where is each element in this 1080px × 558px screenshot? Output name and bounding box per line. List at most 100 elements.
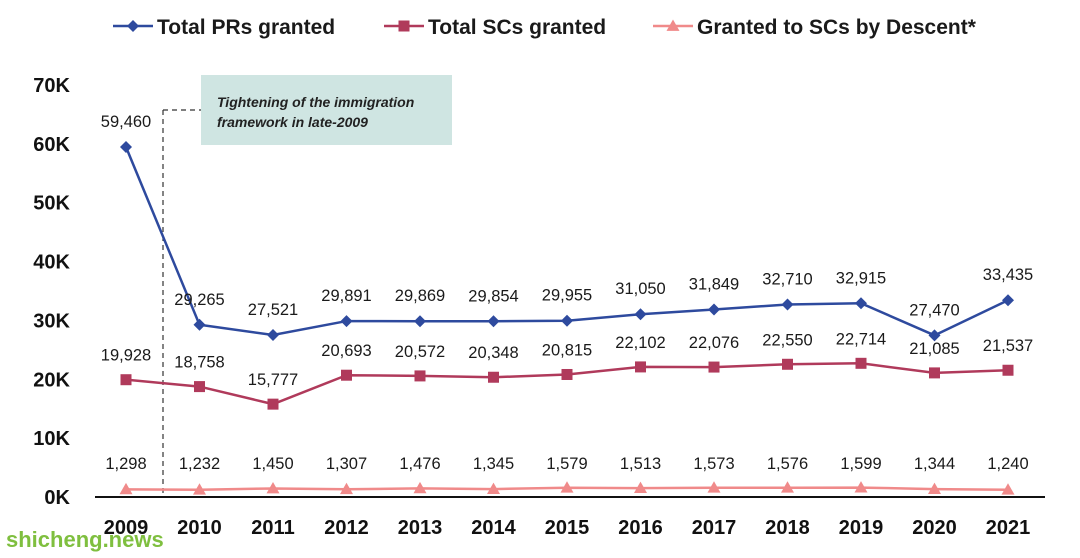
data-point	[855, 357, 867, 369]
data-label: 1,307	[326, 455, 367, 473]
data-label: 21,537	[983, 337, 1033, 355]
x-tick-label: 2021	[986, 517, 1031, 539]
data-label: 31,849	[689, 276, 739, 294]
annotation-box	[201, 75, 452, 145]
data-point	[781, 481, 794, 493]
data-label: 1,576	[767, 455, 808, 473]
legend-item-2: Total SCs granted	[384, 16, 606, 39]
data-point	[708, 361, 720, 373]
data-label: 22,076	[689, 334, 739, 352]
data-label: 32,710	[762, 270, 812, 288]
data-point	[119, 482, 133, 495]
data-point	[635, 361, 646, 373]
data-point	[1002, 294, 1014, 307]
data-point	[193, 318, 206, 331]
data-point	[781, 298, 794, 311]
data-point	[341, 369, 352, 381]
data-point	[487, 315, 500, 328]
data-label: 20,693	[321, 342, 371, 360]
y-tick-label: 20K	[33, 369, 70, 391]
data-label: 20,572	[395, 343, 445, 361]
data-point	[928, 482, 941, 494]
data-label: 20,815	[542, 341, 592, 359]
data-point	[120, 374, 132, 386]
x-tick-label: 2016	[618, 517, 663, 539]
data-label: 32,915	[836, 269, 886, 287]
x-tick-label: 2013	[398, 517, 443, 539]
annotation-line-1: Tightening of the immigration	[217, 94, 414, 110]
x-tick-label: 2019	[839, 517, 884, 539]
data-point	[398, 20, 410, 32]
data-point	[634, 481, 647, 493]
data-label: 22,102	[615, 334, 665, 352]
x-tick-label: 2014	[471, 517, 516, 539]
data-label: 1,579	[546, 455, 587, 473]
data-point	[488, 371, 499, 383]
data-label: 31,050	[615, 280, 665, 298]
data-point	[1001, 483, 1015, 495]
y-tick-label: 30K	[33, 310, 70, 332]
data-point	[782, 358, 793, 370]
data-point	[708, 303, 720, 316]
data-label: 27,521	[248, 301, 298, 319]
data-label: 29,891	[321, 287, 371, 305]
x-tick-label: 2017	[692, 517, 737, 539]
data-point	[266, 481, 280, 494]
series-3: 1,298 1,232 1,450 1,307 1,476 1,345 1,579 1,513…	[105, 455, 1029, 495]
data-label: 1,344	[914, 455, 955, 473]
data-label: 33,435	[983, 266, 1033, 284]
x-tick-label: 2012	[324, 517, 369, 539]
legend-item-1: Total PRs granted	[113, 16, 335, 39]
data-point	[414, 315, 426, 328]
data-label: 1,513	[620, 455, 661, 473]
data-label: 29,265	[174, 291, 224, 309]
annotation-line-2: framework in late-2009	[217, 114, 368, 130]
data-point	[928, 329, 941, 342]
data-label: 27,470	[909, 301, 959, 319]
y-tick-label: 50K	[33, 193, 70, 215]
data-point	[561, 314, 573, 327]
data-label: 1,599	[840, 455, 881, 473]
data-label: 1,240	[987, 455, 1028, 473]
data-label: 22,714	[836, 330, 886, 348]
x-tick-label: 2020	[912, 517, 957, 539]
legend: Total PRs granted Total SCs granted Grante…	[113, 16, 977, 39]
data-point	[193, 483, 206, 495]
legend-item-3: Granted to SCs by Descent*	[653, 16, 977, 39]
y-tick-label: 40K	[33, 252, 70, 274]
data-point	[127, 20, 139, 32]
data-point	[1002, 364, 1014, 376]
x-tick-label: 2015	[545, 517, 590, 539]
data-label: 1,232	[179, 455, 220, 473]
x-tick-label: 2018	[765, 517, 810, 539]
x-tick-label: 2009	[104, 517, 149, 539]
data-label: 1,573	[693, 455, 734, 473]
data-point	[560, 481, 574, 493]
series-1: 59,460 29,265 27,521 29,891 29,869 29,854 29,9…	[101, 113, 1033, 342]
series-group: 59,460 29,265 27,521 29,891 29,869 29,854 29,9…	[101, 113, 1033, 495]
data-label: 29,854	[468, 287, 518, 305]
data-point	[561, 368, 573, 380]
y-tick-label: 70K	[33, 75, 70, 97]
data-label: 29,869	[395, 287, 445, 305]
y-tick-label: 10K	[33, 428, 70, 450]
legend-label: Total SCs granted	[428, 16, 606, 39]
x-tick-label: 2011	[251, 517, 294, 539]
data-point	[634, 308, 647, 321]
legend-label: Granted to SCs by Descent*	[697, 16, 977, 39]
data-label: 1,298	[105, 455, 146, 473]
data-label: 22,550	[762, 331, 812, 349]
data-point	[340, 315, 353, 328]
y-tick-label: 60K	[33, 134, 70, 156]
data-point	[707, 481, 721, 493]
data-point	[666, 19, 680, 31]
x-axis: 2009 2010 2011 2012 2013 2014 2015 2016 2017 2018…	[104, 517, 1031, 539]
legend-label: Total PRs granted	[157, 16, 335, 39]
data-point	[855, 297, 867, 310]
data-point	[854, 481, 868, 493]
data-label: 1,476	[399, 455, 440, 473]
data-point	[340, 482, 353, 495]
annotation: Tightening of the immigration framework …	[162, 75, 452, 497]
data-point	[929, 367, 940, 379]
